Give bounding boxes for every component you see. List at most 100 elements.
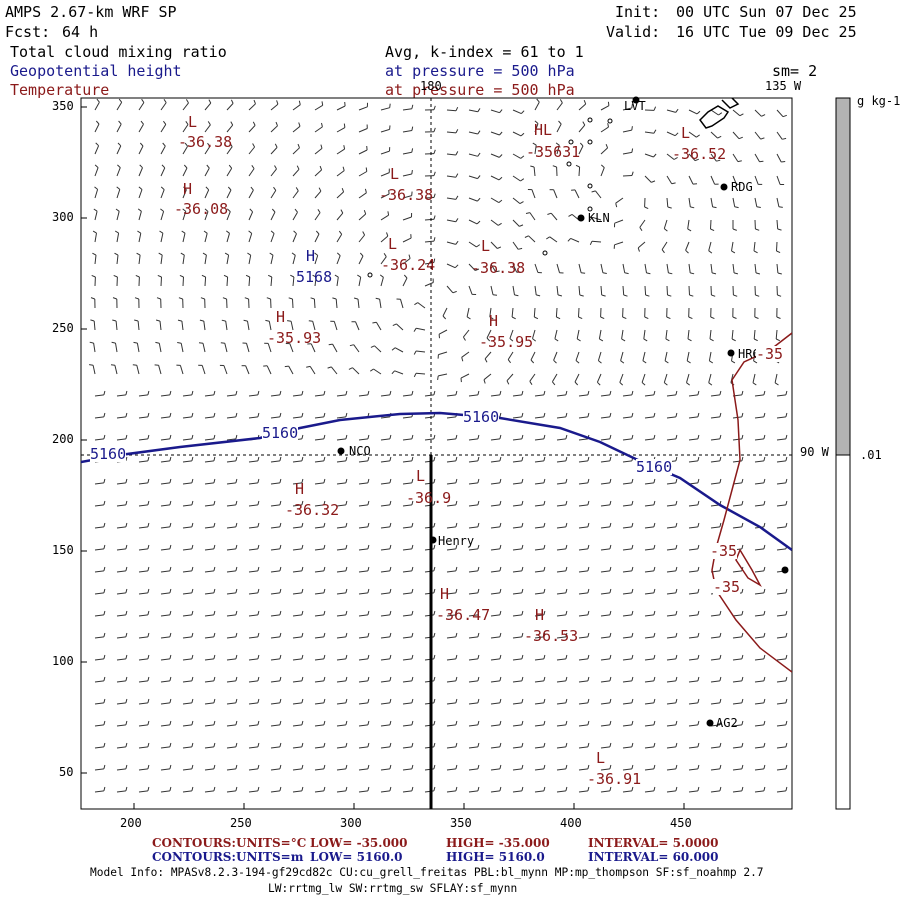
wind-barb (160, 702, 170, 705)
wind-barb (138, 768, 148, 771)
wind-barb-flag (433, 171, 436, 176)
wind-barb-flag (760, 137, 765, 140)
wind-barb (204, 102, 212, 111)
wind-barb (534, 482, 544, 485)
wind-barb (597, 351, 602, 361)
wind-barb (402, 173, 412, 177)
wind-barb (468, 680, 478, 683)
wind-barb-flag (653, 566, 656, 572)
wind-barb (358, 768, 368, 771)
wind-barb (380, 460, 390, 463)
wind-barb-flag (499, 500, 502, 506)
wind-barb (182, 636, 192, 639)
wind-barb (549, 236, 558, 243)
wind-barb (512, 109, 522, 115)
wind-barb-flag (169, 742, 172, 748)
wind-barb (160, 724, 170, 727)
wind-barb-flag (733, 272, 739, 275)
wind-barb-flag (132, 364, 137, 366)
wind-barb-flag (601, 294, 606, 297)
wind-barb-flag (653, 632, 656, 638)
height-contour-label: 5160 (636, 458, 673, 476)
wind-barb-flag (191, 566, 194, 572)
extremum-value: -35.95 (479, 333, 534, 351)
wind-barb (664, 351, 668, 361)
wind-barb (512, 504, 522, 507)
wind-barb (556, 592, 566, 595)
wind-barb (424, 570, 434, 573)
wind-barb-flag (345, 478, 348, 484)
wind-barb (776, 153, 782, 163)
wind-barb-flag (235, 742, 238, 748)
wind-barb (336, 504, 346, 507)
x-tick: 350 (450, 816, 472, 830)
wind-barb (180, 343, 184, 353)
wind-barb-flag (367, 632, 370, 638)
wind-barb (622, 151, 632, 155)
wind-barb-flag (345, 698, 348, 704)
wind-barb-flag (697, 742, 700, 748)
wind-barb (534, 790, 544, 793)
wind-barb (160, 614, 170, 617)
wind-barb-flag (521, 676, 524, 682)
wind-barb-flag (312, 274, 317, 278)
wind-barb-flag (776, 316, 781, 319)
wind-barb-flag (408, 254, 411, 259)
wind-barb (270, 482, 280, 485)
wind-barb (622, 263, 626, 273)
x-tick: 200 (120, 816, 142, 830)
station-label-kln: KLN (588, 211, 610, 225)
wind-barb (380, 592, 390, 595)
wind-barb-flag (631, 171, 634, 176)
wind-barb-flag (323, 456, 326, 462)
wind-barb-flag (411, 742, 414, 748)
wind-barb (710, 790, 720, 793)
wind-barb (732, 263, 735, 273)
wind-barb-flag (147, 522, 150, 528)
wind-barb-flag (147, 434, 150, 440)
wind-barb-flag (609, 698, 612, 704)
wind-barb (424, 702, 434, 705)
wind-barb (424, 746, 434, 749)
wind-barb (116, 102, 123, 111)
wind-barb (314, 636, 324, 639)
wind-barb (270, 211, 276, 221)
wind-barb-flag (367, 698, 370, 704)
footer-temp-interval: INTERVAL= 5.0000 (588, 836, 719, 850)
wind-barb-flag (708, 250, 713, 254)
wind-barb (226, 189, 232, 199)
wind-barb (688, 746, 698, 749)
wind-barb-flag (367, 390, 370, 396)
wind-barb-flag (620, 360, 625, 364)
wind-barb (663, 219, 668, 229)
wind-barb-flag (781, 161, 786, 163)
wind-barb-flag (581, 272, 586, 274)
wind-barb (160, 790, 170, 793)
wind-barb (554, 329, 558, 339)
wind-barb-flag (763, 742, 766, 748)
wind-barb-flag (147, 456, 150, 462)
wind-barb-flag (301, 786, 304, 792)
wind-barb (204, 394, 214, 397)
wind-barb (666, 153, 675, 160)
wind-barb-flag (180, 252, 185, 256)
wind-barb-flag (741, 654, 744, 660)
wind-barb-flag (125, 610, 128, 616)
wind-barb (644, 548, 654, 551)
wind-barb (622, 482, 632, 485)
wind-barb (94, 101, 100, 111)
wind-barb-flag (320, 144, 323, 149)
wind-barb (534, 724, 544, 727)
wind-barb-flag (675, 434, 678, 440)
wind-barb-flag (499, 632, 502, 638)
wind-barb (534, 702, 544, 705)
wind-barb-flag (389, 434, 392, 440)
wind-barb (534, 570, 544, 573)
wind-barb-flag (433, 258, 436, 263)
wind-barb-flag (477, 152, 481, 157)
wind-barb (246, 343, 250, 353)
wind-barb (270, 636, 280, 639)
wind-barb (380, 438, 390, 441)
wind-barb-flag (521, 610, 524, 616)
wind-barb-flag (477, 108, 481, 113)
